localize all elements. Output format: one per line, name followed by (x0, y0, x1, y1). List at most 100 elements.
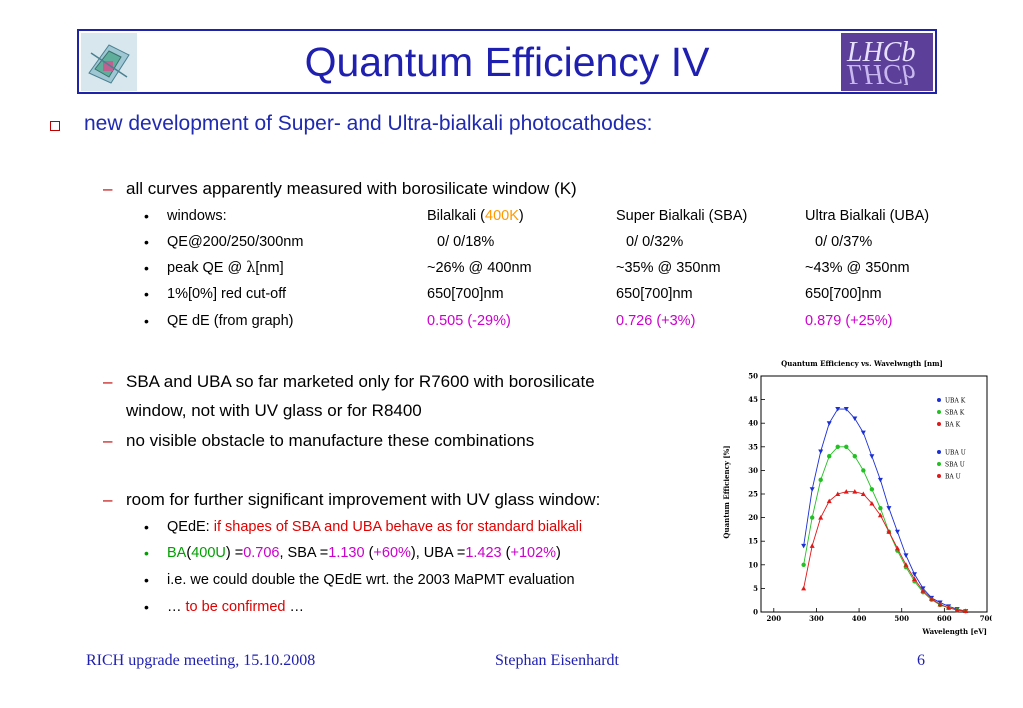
point-uba-k (809, 487, 815, 492)
dot-bullet-icon: • (144, 519, 149, 535)
dot-bullet-icon: • (144, 234, 149, 250)
legend-marker (937, 474, 941, 478)
row-peak-sba: ~35% @ 350nm (616, 260, 721, 276)
dash-bullet-icon: – (103, 372, 113, 391)
legend-marker (937, 410, 941, 414)
point-sba-k (861, 468, 866, 473)
qe-chart: Quantum Efficiency vs. Wavelwngth [nm] Q… (717, 352, 994, 638)
x-tick-label: 200 (766, 614, 781, 623)
legend-label: BA K (945, 422, 961, 429)
row-qede-ba: 0.505 (-29%) (427, 313, 511, 329)
sub-bullet-no-obstacle: no visible obstacle to manufacture these… (126, 431, 535, 450)
point-sba-k (844, 444, 849, 449)
point-ba-k (946, 605, 952, 610)
point-ba-k (903, 562, 909, 567)
x-tick-label: 600 (937, 614, 952, 623)
dot-bullet-icon: • (144, 260, 149, 276)
chart-ylabel: Quantum Efficiency [%] (722, 445, 731, 538)
dash-bullet-icon: – (103, 490, 113, 509)
point-sba-k (852, 454, 858, 459)
point-uba-k (903, 553, 909, 558)
point-sba-k (827, 454, 832, 459)
point-sba-k (818, 477, 823, 483)
legend-marker (937, 462, 941, 466)
legend-label: UBA K (945, 398, 966, 405)
row-qe-sba: 0/ 0/32% (626, 234, 684, 250)
row-windows-sba: Super Bialkali (SBA) (616, 208, 748, 224)
point-ba-k (877, 512, 883, 518)
y-tick-label: 40 (748, 419, 758, 428)
y-tick-label: 15 (748, 537, 758, 546)
x-tick-label: 400 (852, 614, 867, 623)
point-ba-k (963, 608, 969, 614)
square-bullet-icon (50, 121, 60, 131)
row-qede-sba: 0.726 (+3%) (616, 313, 696, 329)
point-uba-k (860, 430, 866, 436)
point-ba-k (826, 498, 832, 504)
row-peak-label: peak QE @ λ[nm] (167, 260, 284, 276)
sub-bullet-borosilicate: all curves apparently measured with boro… (126, 179, 577, 198)
bullet-qede-shapes: QEdE: if shapes of SBA and UBA behave as… (167, 519, 583, 535)
row-windows-label: windows: (167, 208, 227, 224)
row-qe-uba: 0/ 0/37% (815, 234, 873, 250)
y-tick-label: 0 (753, 608, 758, 617)
dot-bullet-icon: • (144, 599, 149, 615)
row-qe-ba: 0/ 0/18% (437, 234, 495, 250)
y-tick-label: 30 (748, 466, 758, 475)
footer-meeting: RICH upgrade meeting, 15.10.2008 (86, 652, 316, 669)
y-tick-label: 35 (748, 442, 758, 451)
point-uba-k (852, 416, 858, 421)
point-ba-k (920, 588, 926, 593)
point-uba-k (869, 454, 875, 459)
dot-bullet-icon: • (144, 313, 149, 329)
row-cutoff-ba: 650[700]nm (427, 286, 504, 302)
legend-label: SBA K (945, 410, 965, 417)
bullet-double-qede: i.e. we could double the QEdE wrt. the 2… (167, 572, 575, 588)
row-cutoff-uba: 650[700]nm (805, 286, 882, 302)
point-sba-k (869, 487, 875, 492)
lhcb-logo: LHCb LHCb (841, 33, 933, 91)
row-peak-ba: ~26% @ 400nm (427, 260, 532, 276)
point-sba-k (835, 444, 840, 449)
point-uba-k (818, 449, 824, 455)
point-ba-k (929, 596, 935, 601)
y-tick-label: 25 (748, 490, 758, 499)
point-uba-k (912, 572, 918, 577)
point-sba-k (878, 505, 883, 511)
row-cutoff-sba: 650[700]nm (616, 286, 693, 302)
point-ba-k (937, 601, 943, 607)
slide-title: Quantum Efficiency IV (304, 39, 710, 85)
point-uba-k (835, 407, 841, 412)
point-uba-k (894, 529, 900, 535)
y-tick-label: 50 (748, 372, 758, 381)
footer-author: Stephan Eisenhardt (495, 652, 619, 669)
x-tick-label: 300 (809, 614, 824, 623)
qe-chart-svg: Quantum Efficiency vs. Wavelwngth [nm] Q… (717, 352, 994, 638)
point-ba-k (801, 585, 807, 591)
point-uba-k (801, 543, 807, 549)
bullet-to-be-confirmed: … to be confirmed … (167, 599, 305, 615)
sub-bullet-marketed-line1: SBA and UBA so far marketed only for R76… (126, 372, 595, 391)
point-ba-k (809, 543, 815, 548)
point-ba-k (886, 529, 892, 534)
point-uba-k (843, 407, 849, 412)
chart-background (717, 352, 992, 638)
row-windows-uba: Ultra Bialkali (UBA) (805, 208, 930, 224)
row-qe-label: QE@200/250/300nm (167, 234, 304, 250)
row-peak-uba: ~43% @ 350nm (805, 260, 910, 276)
y-tick-label: 5 (753, 584, 758, 593)
legend-label: SBA U (945, 462, 965, 469)
point-uba-k (886, 506, 892, 511)
footer-page-number: 6 (917, 652, 925, 669)
title-box: Quantum Efficiency IV LHCb LHCb (77, 29, 937, 94)
point-ba-k (954, 607, 960, 613)
point-sba-k (801, 562, 806, 567)
point-ba-k (860, 491, 866, 496)
dot-bullet-icon: • (144, 286, 149, 302)
sub-bullet-marketed-line2: window, not with UV glass or for R8400 (126, 401, 422, 420)
legend-marker (937, 422, 941, 426)
legend-label: BA U (945, 474, 961, 481)
chart-xlabel: Wavelength [eV] (921, 627, 987, 636)
y-tick-label: 20 (748, 513, 758, 522)
dot-bullet-icon: • (144, 545, 149, 561)
